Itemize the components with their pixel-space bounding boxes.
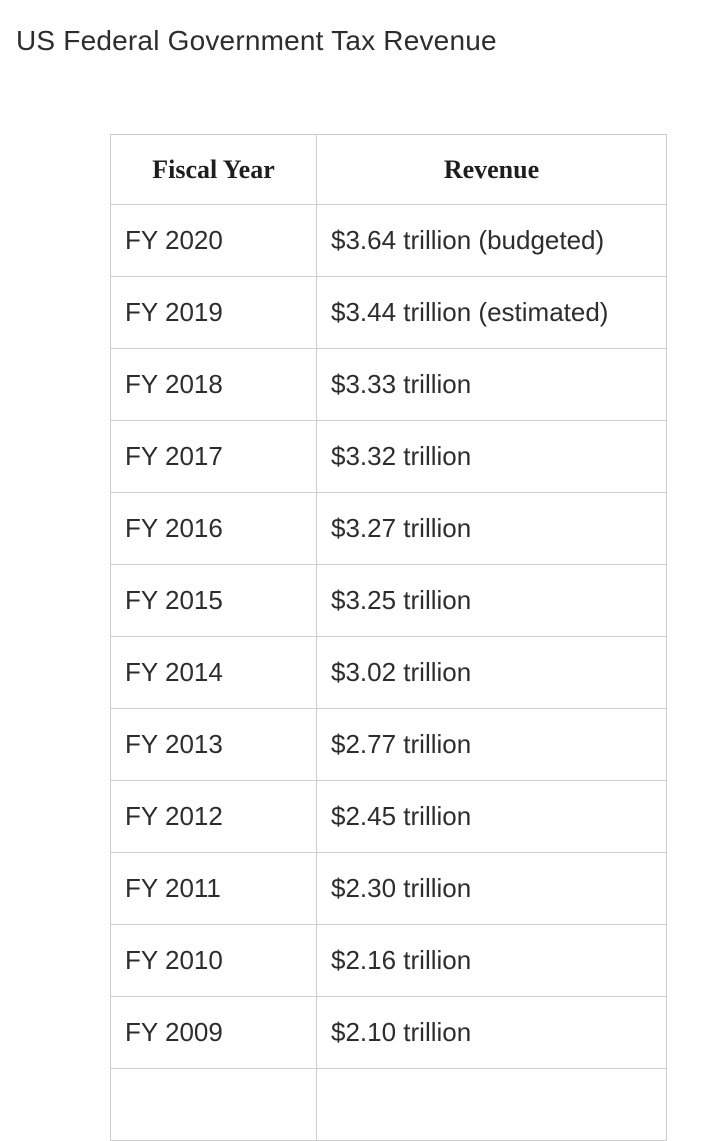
fiscal-year-cell: FY 2018	[110, 348, 317, 421]
revenue-cell: $2.10 trillion	[316, 996, 667, 1069]
table-row: FY 2012 $2.45 trillion	[110, 780, 667, 853]
table-row: FY 2009 $2.10 trillion	[110, 996, 667, 1069]
revenue-cell: $2.77 trillion	[316, 708, 667, 781]
fiscal-year-cell: FY 2010	[110, 924, 317, 997]
table-row: FY 2016 $3.27 trillion	[110, 492, 667, 565]
fiscal-year-cell: FY 2020	[110, 204, 317, 277]
revenue-cell: $2.16 trillion	[316, 924, 667, 997]
table-row: FY 2011 $2.30 trillion	[110, 852, 667, 925]
table-header-row: Fiscal Year Revenue	[110, 134, 667, 205]
revenue-cell: $3.02 trillion	[316, 636, 667, 709]
table-row: FY 2020 $3.64 trillion (budgeted)	[110, 204, 667, 277]
table-row: FY 2017 $3.32 trillion	[110, 420, 667, 493]
fiscal-year-cell: FY 2012	[110, 780, 317, 853]
table-row: FY 2013 $2.77 trillion	[110, 708, 667, 781]
fiscal-year-cell: FY 2014	[110, 636, 317, 709]
revenue-cell: $3.64 trillion (budgeted)	[316, 204, 667, 277]
revenue-cell: $3.33 trillion	[316, 348, 667, 421]
table-row: FY 2015 $3.25 trillion	[110, 564, 667, 637]
table-row-partial	[110, 1068, 667, 1141]
revenue-cell	[316, 1068, 667, 1141]
fiscal-year-cell: FY 2015	[110, 564, 317, 637]
fiscal-year-cell: FY 2013	[110, 708, 317, 781]
fiscal-year-cell	[110, 1068, 317, 1141]
page-title: US Federal Government Tax Revenue	[16, 25, 497, 56]
tax-revenue-table: Fiscal Year Revenue FY 2020 $3.64 trilli…	[110, 134, 667, 1141]
revenue-cell: $2.30 trillion	[316, 852, 667, 925]
revenue-cell: $3.27 trillion	[316, 492, 667, 565]
fiscal-year-cell: FY 2019	[110, 276, 317, 349]
revenue-cell: $3.25 trillion	[316, 564, 667, 637]
table-row: FY 2010 $2.16 trillion	[110, 924, 667, 997]
table-row: FY 2019 $3.44 trillion (estimated)	[110, 276, 667, 349]
revenue-cell: $3.32 trillion	[316, 420, 667, 493]
column-header-revenue: Revenue	[316, 134, 667, 205]
fiscal-year-cell: FY 2011	[110, 852, 317, 925]
fiscal-year-cell: FY 2009	[110, 996, 317, 1069]
fiscal-year-cell: FY 2016	[110, 492, 317, 565]
revenue-cell: $2.45 trillion	[316, 780, 667, 853]
fiscal-year-cell: FY 2017	[110, 420, 317, 493]
revenue-cell: $3.44 trillion (estimated)	[316, 276, 667, 349]
revenue-table-container: Fiscal Year Revenue FY 2020 $3.64 trilli…	[110, 134, 667, 1141]
column-header-fiscal-year: Fiscal Year	[110, 134, 317, 205]
table-row: FY 2018 $3.33 trillion	[110, 348, 667, 421]
table-row: FY 2014 $3.02 trillion	[110, 636, 667, 709]
